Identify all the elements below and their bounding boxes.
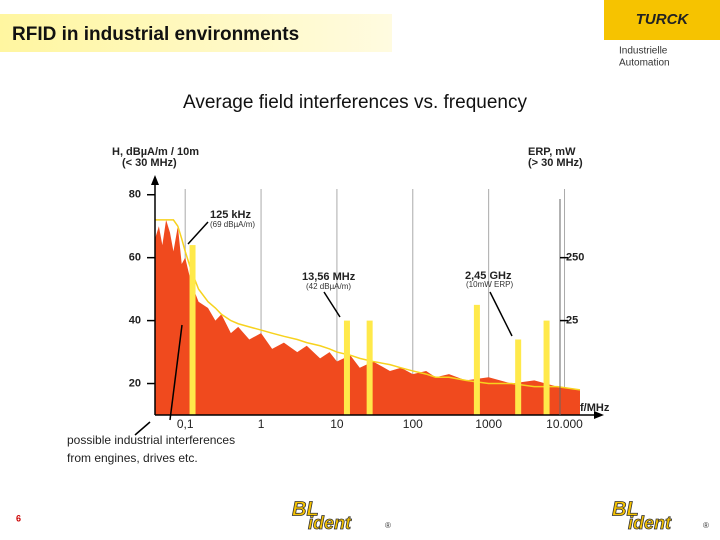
x-axis-arrow bbox=[594, 411, 604, 419]
x-tick-label: 1000 bbox=[475, 417, 502, 431]
y-axis-label: H, dBµA/m / 10m bbox=[112, 146, 199, 158]
bar bbox=[543, 320, 550, 415]
y2-axis-label: ERP, mW bbox=[528, 146, 576, 158]
title-band bbox=[0, 14, 392, 52]
y-tick-label: 40 bbox=[129, 315, 141, 327]
slide-title: RFID in industrial environments bbox=[12, 24, 299, 45]
arrow bbox=[489, 291, 513, 337]
logo-mark: ® bbox=[703, 521, 709, 530]
bar bbox=[189, 245, 196, 415]
y-axis-arrow bbox=[151, 175, 159, 185]
x-tick-label: 0,1 bbox=[177, 417, 194, 431]
chart-title: Average field interferences vs. frequenc… bbox=[183, 92, 527, 113]
bar bbox=[366, 320, 373, 415]
y2-tick-label: 250 bbox=[566, 252, 584, 264]
bar bbox=[343, 320, 350, 415]
arrow bbox=[134, 421, 151, 436]
plot: 0,1 1 10 100 1000 10.000 20 40 60 80 25 250 bbox=[129, 175, 604, 431]
logo-text: BL bbox=[292, 498, 319, 520]
y2-tick-label: 25 bbox=[566, 314, 578, 326]
annotation: 13,56 MHz bbox=[302, 271, 356, 283]
y-axis-sublabel: (< 30 MHz) bbox=[122, 157, 177, 169]
x-tick-label: 1 bbox=[258, 417, 265, 431]
annotation: 2,45 GHz bbox=[465, 270, 512, 282]
x-tick-label: 100 bbox=[403, 417, 423, 431]
logo-box bbox=[604, 0, 720, 40]
logo-line: Automation bbox=[619, 58, 670, 69]
x-tick-label: 10 bbox=[330, 417, 344, 431]
logo-text: BL bbox=[612, 498, 639, 520]
bar bbox=[473, 304, 480, 415]
y-tick-label: 20 bbox=[129, 377, 141, 389]
logo-text: ident bbox=[628, 513, 672, 533]
caption: from engines, drives etc. bbox=[67, 451, 198, 465]
bar bbox=[515, 339, 522, 415]
logo-line: Industrielle bbox=[619, 46, 668, 57]
noise-area bbox=[155, 219, 580, 415]
caption: possible industrial interferences bbox=[67, 433, 235, 447]
y2-axis-sublabel: (> 30 MHz) bbox=[528, 157, 583, 169]
arrow bbox=[323, 291, 341, 318]
footer-logo: BL ident ® bbox=[612, 498, 709, 533]
logo-brand: TURCK bbox=[636, 11, 690, 28]
y-tick-label: 80 bbox=[129, 189, 141, 201]
annotation-note: (10mW ERP) bbox=[466, 280, 513, 289]
average-line bbox=[155, 219, 581, 391]
x-tick-label: 10.000 bbox=[546, 417, 583, 431]
y-tick-label: 60 bbox=[129, 252, 141, 264]
logo-mark: ® bbox=[385, 521, 391, 530]
arrow bbox=[187, 221, 209, 245]
annotation-note: (42 dBµA/m) bbox=[306, 282, 351, 291]
footer-logo: BL ident ® bbox=[292, 498, 391, 533]
annotation-note: (69 dBµA/m) bbox=[210, 220, 255, 229]
arrow bbox=[169, 324, 183, 421]
logo-text: ident bbox=[308, 513, 352, 533]
annotation: 125 kHz bbox=[210, 209, 251, 221]
page-number: 6 bbox=[16, 513, 21, 523]
x-axis-label: f/MHz bbox=[580, 402, 610, 414]
